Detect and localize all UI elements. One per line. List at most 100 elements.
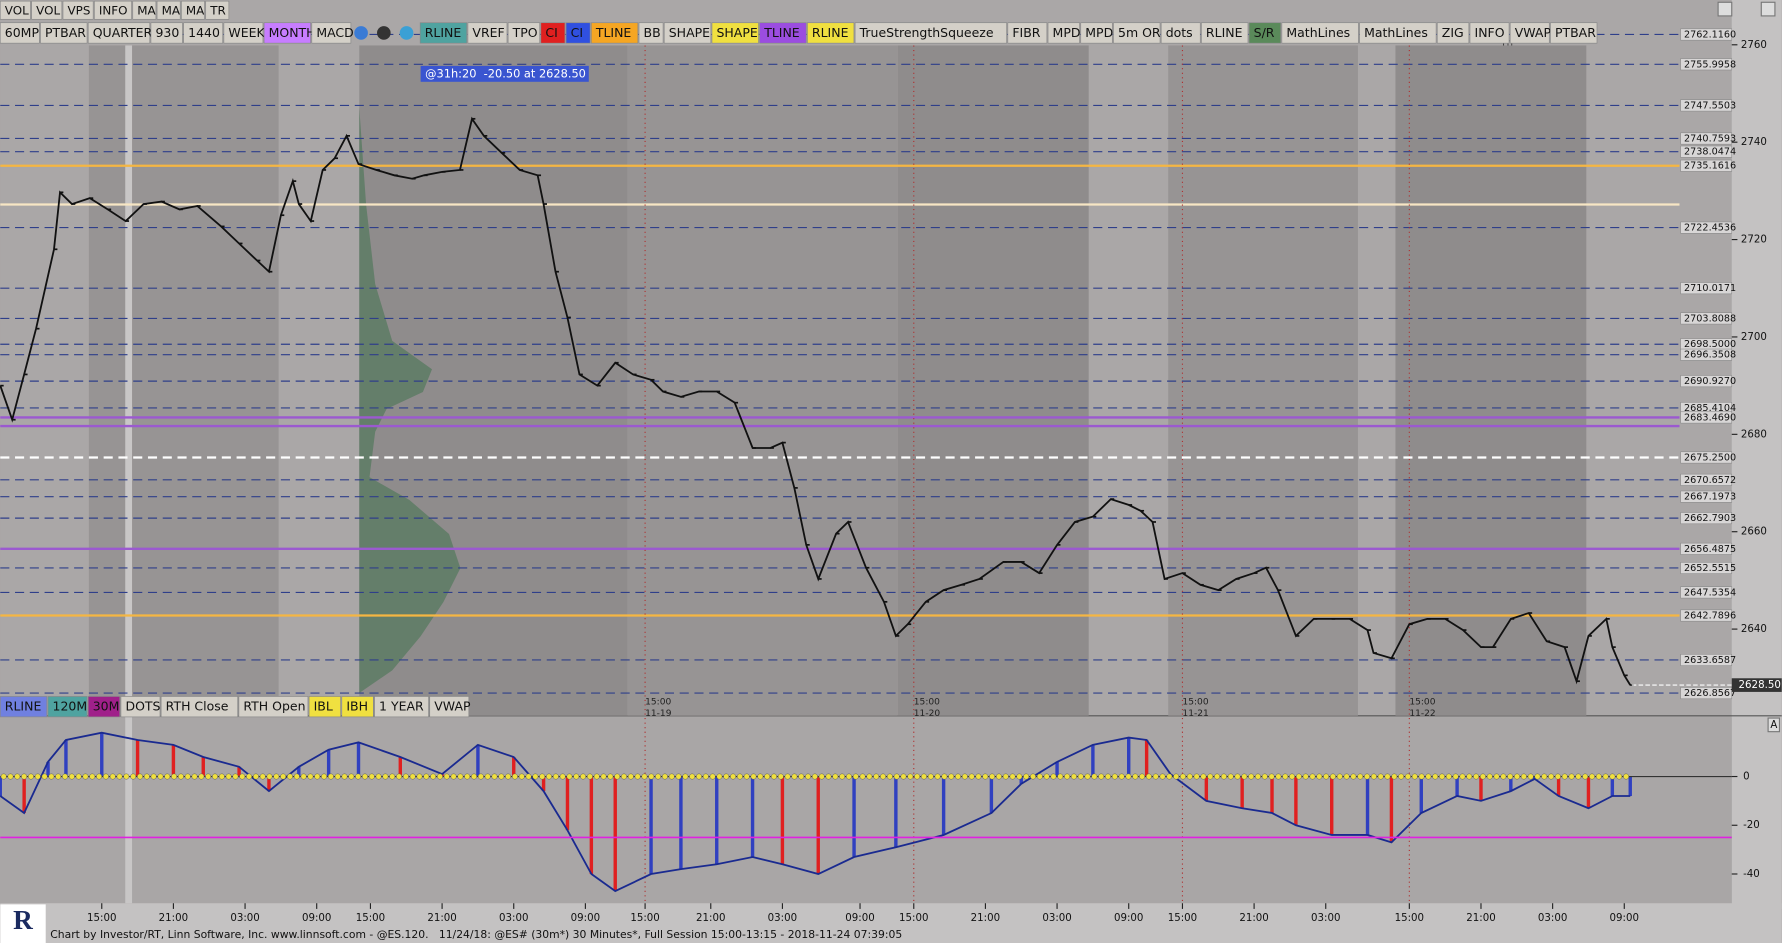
toolbar-button[interactable] <box>1113 22 1161 44</box>
zero-dot <box>975 773 982 780</box>
toolbar-button[interactable] <box>590 22 639 44</box>
toolbar-button[interactable] <box>507 22 541 44</box>
toolbar-button[interactable] <box>1007 22 1048 44</box>
zero-dot <box>471 773 477 780</box>
zero-dot <box>750 773 757 780</box>
toolbar-icon[interactable] <box>354 26 368 40</box>
zero-dot <box>1268 773 1275 780</box>
toolbar-button[interactable] <box>0 0 31 20</box>
zero-dot <box>825 773 832 780</box>
toolbar-button[interactable] <box>1469 22 1510 44</box>
toolbar-button[interactable] <box>1550 22 1598 44</box>
toolbar-button[interactable] <box>156 0 181 20</box>
zero-dot <box>689 773 696 780</box>
zero-dot <box>1166 773 1173 780</box>
toolbar-label: RLINE <box>5 699 42 714</box>
toolbar-button[interactable] <box>374 696 429 718</box>
toolbar-button[interactable] <box>150 22 183 44</box>
zero-dot <box>143 773 150 780</box>
toolbar-button[interactable] <box>1248 22 1282 44</box>
level-label-box <box>1680 451 1733 464</box>
zero-dot <box>846 773 852 780</box>
toolbar-button[interactable] <box>341 696 374 718</box>
toolbar-button[interactable] <box>429 696 470 718</box>
toolbar-button[interactable] <box>638 22 664 44</box>
toolbar-button[interactable] <box>1201 22 1249 44</box>
zero-dot <box>314 773 321 780</box>
zero-dot <box>1466 773 1473 780</box>
zero-dot <box>1145 773 1152 780</box>
toolbar-button[interactable] <box>0 696 48 718</box>
toolbar-button[interactable] <box>93 0 132 20</box>
level-label-box <box>1680 58 1733 71</box>
toolbar-button[interactable] <box>263 22 311 44</box>
zero-dot <box>416 773 423 780</box>
toolbar-button[interactable] <box>540 22 566 44</box>
session-time: 15:00 <box>645 698 671 708</box>
zero-dot <box>1589 773 1595 780</box>
level-label: 2670.6572 <box>1684 475 1736 486</box>
toolbar-button[interactable] <box>238 696 309 718</box>
toolbar-button[interactable] <box>87 696 121 718</box>
toolbar-button[interactable] <box>120 696 161 718</box>
toolbar-button[interactable] <box>1359 22 1437 44</box>
toolbar-button[interactable] <box>0 22 40 44</box>
price-axis-area <box>1731 0 1782 909</box>
window-restore[interactable] <box>1717 1 1733 17</box>
toolbar-button[interactable] <box>183 22 224 44</box>
zero-dot <box>1159 773 1166 780</box>
zero-dot <box>1220 773 1227 780</box>
toolbar-button[interactable] <box>181 0 205 20</box>
toolbar-button[interactable] <box>47 696 88 718</box>
toolbar-button[interactable] <box>759 22 807 44</box>
zero-dot <box>1091 773 1098 780</box>
zero-dot <box>491 773 498 780</box>
zero-dot <box>1486 773 1493 780</box>
zero-dot <box>0 773 7 780</box>
toolbar-button[interactable] <box>807 22 855 44</box>
zero-dot <box>777 773 784 780</box>
toolbar-button[interactable] <box>1281 22 1359 44</box>
toolbar-button[interactable] <box>854 22 1008 44</box>
price-line <box>0 116 1632 686</box>
toolbar-label: MACD <box>316 25 353 40</box>
toolbar-button[interactable] <box>308 696 341 718</box>
toolbar-button[interactable] <box>663 22 712 44</box>
toolbar-button[interactable] <box>419 22 468 44</box>
toolbar-label: MA <box>162 3 181 17</box>
zero-dot <box>259 773 266 780</box>
toolbar-button[interactable] <box>205 0 230 20</box>
toolbar-button[interactable] <box>223 22 264 44</box>
zero-dot <box>184 773 191 780</box>
session-time: 15:00 <box>914 698 940 708</box>
toolbar-button[interactable] <box>31 0 63 20</box>
toolbar-icon[interactable] <box>399 26 414 40</box>
zero-dot <box>1152 773 1159 780</box>
panel-label: A <box>1770 720 1777 731</box>
zero-dot <box>1391 773 1398 780</box>
toolbar-button[interactable] <box>40 22 88 44</box>
toolbar-button[interactable] <box>1436 22 1470 44</box>
toolbar-button[interactable] <box>1509 22 1550 44</box>
x-tick-label: 03:00 <box>1311 913 1340 924</box>
toolbar-button[interactable] <box>311 22 352 44</box>
toolbar-icon[interactable] <box>377 26 391 40</box>
toolbar-button[interactable] <box>87 22 151 44</box>
level-label: 2735.1616 <box>1684 161 1736 172</box>
window-maximize[interactable] <box>1760 1 1776 17</box>
toolbar-button[interactable] <box>467 22 508 44</box>
toolbar-button[interactable] <box>62 0 94 20</box>
toolbar-button[interactable] <box>565 22 591 44</box>
toolbar-button[interactable] <box>160 696 239 718</box>
zero-dot <box>955 773 961 780</box>
toolbar-button[interactable] <box>1047 22 1080 44</box>
zero-dot <box>995 773 1002 780</box>
toolbar-button[interactable] <box>1080 22 1113 44</box>
zero-dot <box>634 773 641 780</box>
panel-button[interactable] <box>1767 717 1781 733</box>
toolbar-button[interactable] <box>711 22 759 44</box>
toolbar-button[interactable] <box>1160 22 1201 44</box>
toolbar-button[interactable] <box>132 0 157 20</box>
